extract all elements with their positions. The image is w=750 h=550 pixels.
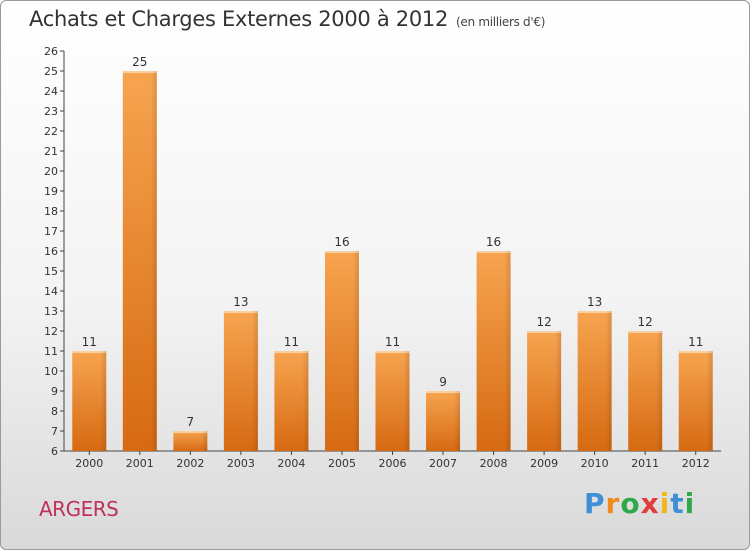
x-tick-label: 2010 [581,457,609,470]
x-tick-label: 2007 [429,457,457,470]
y-tick-label: 6 [51,445,58,458]
bar-side-shade [706,351,713,451]
y-tick-label: 8 [51,405,58,418]
logo-letter: i [659,487,671,520]
y-tick-label: 17 [44,225,58,238]
y-tick-label: 13 [44,305,58,318]
proxiti-logo: Proxiti [584,487,695,520]
x-tick-label: 2004 [277,457,305,470]
bar-side-shade [454,391,461,451]
y-tick-label: 16 [44,245,58,258]
data-label-2004: 11 [284,335,299,349]
data-label-2005: 16 [334,235,349,249]
data-label-2007: 9 [439,375,447,389]
y-tick-label: 20 [44,165,58,178]
data-label-2011: 12 [638,315,653,329]
data-label-2009: 12 [536,315,551,329]
title-text: Achats et Charges Externes 2000 à 2012 [29,7,449,31]
bar-top-highlight [375,351,410,353]
y-tick-label: 22 [44,125,58,138]
y-tick-label: 12 [44,325,58,338]
bar-top-highlight [122,71,157,73]
bar-top-highlight [577,311,612,313]
x-tick-label: 2011 [631,457,659,470]
bar-side-shade [201,431,208,451]
bar-top-highlight [476,251,511,253]
y-tick-label: 14 [44,285,58,298]
bar-top-highlight [274,351,309,353]
x-tick-label: 2001 [126,457,154,470]
bar-side-shade [605,311,612,451]
logo-letter: x [640,487,660,520]
bar-top-highlight [678,351,713,353]
logo-letter: P [584,487,606,520]
y-tick-label: 21 [44,145,58,158]
axes: 6 7 8 9 10 11 12 13 14 15 16 17 18 19 20 21 22 23 24 25 26 20… [44,45,721,470]
bar-side-shade [100,351,107,451]
bar-top-highlight [628,331,663,333]
y-tick-label: 7 [51,425,58,438]
y-tick-label: 26 [44,45,58,58]
data-label-2003: 13 [233,295,248,309]
y-tick-label: 10 [44,365,58,378]
logo-letter: r [605,487,621,520]
logo-letter: o [620,487,641,520]
y-tick-label: 11 [44,345,58,358]
bar-side-shade [150,71,157,451]
x-tick-label: 2005 [328,457,356,470]
bar-top-highlight [72,351,107,353]
data-label-2012: 11 [688,335,703,349]
x-tick-label: 2009 [530,457,558,470]
bar-side-shade [302,351,309,451]
x-tick-label: 2000 [75,457,103,470]
data-label-2006: 11 [385,335,400,349]
chart-title: Achats et Charges Externes 2000 à 2012 (e… [29,7,545,31]
logo-letter: t [670,487,685,520]
bar-side-shade [656,331,663,451]
logo-letter: i [684,487,696,520]
x-tick-label: 2008 [480,457,508,470]
bar-top-highlight [324,251,359,253]
y-tick-label: 9 [51,385,58,398]
bar-top-highlight [426,391,461,393]
bar-side-shade [555,331,562,451]
unit-label: (en milliers d'€) [456,15,546,29]
bar-side-shade [251,311,258,451]
data-label-2000: 11 [82,335,97,349]
y-tick-label: 15 [44,265,58,278]
data-label-2001: 25 [132,55,147,69]
x-tick-label: 2002 [176,457,204,470]
bars [72,71,713,451]
bar-side-shade [504,251,511,451]
bar-2002 [173,431,208,451]
data-labels: 11 25 7 13 11 16 11 9 16 12 13 12 11 [82,55,704,429]
bar-top-highlight [223,311,258,313]
y-tick-label: 23 [44,105,58,118]
y-tick-label: 18 [44,205,58,218]
x-tick-label: 2006 [379,457,407,470]
bar-top-highlight [173,431,208,433]
data-label-2008: 16 [486,235,501,249]
y-tick-label: 24 [44,85,58,98]
bar-top-highlight [527,331,562,333]
bar-side-shade [352,251,359,451]
place-name: ARGERS [39,497,119,521]
y-tick-label: 19 [44,185,58,198]
data-label-2010: 13 [587,295,602,309]
x-tick-label: 2003 [227,457,255,470]
bar-side-shade [403,351,410,451]
x-tick-label: 2012 [682,457,710,470]
data-label-2002: 7 [187,415,195,429]
y-tick-label: 25 [44,65,58,78]
